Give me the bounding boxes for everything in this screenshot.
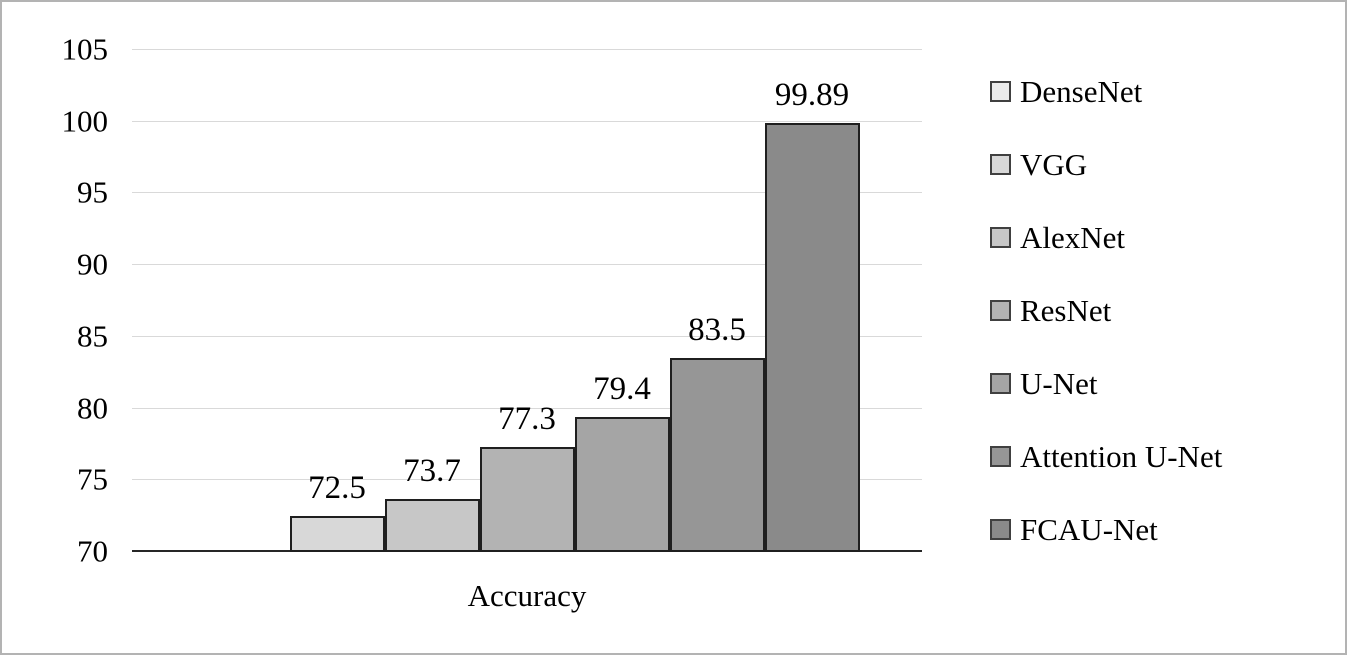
data-label-resnet: 77.3 — [498, 401, 556, 438]
legend-item-densenet: DenseNet — [990, 74, 1222, 109]
x-axis-label: Accuracy — [467, 578, 587, 613]
legend-label-densenet: DenseNet — [1020, 74, 1143, 109]
legend-swatch-alexnet — [990, 227, 1011, 248]
legend-item-vgg: VGG — [990, 147, 1222, 182]
bar-attention-u-net — [669, 358, 765, 552]
legend-item-alexnet: AlexNet — [990, 220, 1222, 255]
y-tick-label-90: 90 — [77, 246, 108, 282]
legend-swatch-densenet — [990, 81, 1011, 102]
data-label-attention-u-net: 83.5 — [688, 312, 746, 349]
y-tick-label-100: 100 — [61, 102, 109, 138]
legend-item-u-net: U-Net — [990, 366, 1222, 401]
data-label-alexnet: 73.7 — [403, 452, 461, 489]
y-tick-label-85: 85 — [77, 318, 108, 354]
gridline-105 — [132, 49, 922, 50]
data-label-fcau-net: 99.89 — [774, 77, 850, 113]
data-label-vgg: 72.5 — [308, 469, 366, 506]
legend: DenseNet VGG AlexNet ResNet U-Net Attention U… — [990, 74, 1222, 547]
legend-swatch-u-net — [990, 373, 1011, 394]
legend-swatch-vgg — [990, 154, 1011, 175]
y-tick-label-80: 80 — [77, 389, 108, 425]
legend-label-attention-u-net: Attention U-Net — [1020, 439, 1223, 474]
gridline-80 — [132, 407, 922, 409]
plot-area: 72.5 73.7 77.3 79.4 83.5 99.89 — [132, 49, 922, 552]
legend-swatch-fcau-net — [990, 519, 1011, 540]
legend-label-fcau-net: FCAU-Net — [1020, 512, 1158, 547]
bar-u-net — [574, 417, 670, 552]
y-axis: 70 75 80 85 90 95 100 105 — [22, 2, 109, 653]
y-tick-label-95: 95 — [77, 174, 108, 210]
legend-label-alexnet: AlexNet — [1020, 220, 1126, 255]
gridline-100 — [132, 120, 922, 122]
legend-item-resnet: ResNet — [990, 293, 1222, 328]
data-label-u-net: 79.4 — [593, 370, 651, 407]
bar-resnet — [479, 447, 575, 552]
gridline-95 — [132, 192, 922, 194]
legend-label-resnet: ResNet — [1020, 293, 1112, 328]
legend-swatch-resnet — [990, 300, 1011, 321]
gridline-85 — [132, 335, 922, 337]
gridline-90 — [132, 264, 922, 266]
y-tick-label-70: 70 — [77, 533, 108, 569]
bar-fcau-net — [764, 123, 860, 552]
legend-item-attention-u-net: Attention U-Net — [990, 439, 1222, 474]
legend-item-fcau-net: FCAU-Net — [990, 512, 1222, 547]
bar-vgg — [289, 516, 385, 552]
legend-label-vgg: VGG — [1020, 147, 1088, 182]
legend-label-u-net: U-Net — [1020, 366, 1098, 401]
y-tick-label-75: 75 — [77, 461, 108, 497]
bar-alexnet — [384, 498, 480, 552]
legend-swatch-attention-u-net — [990, 446, 1011, 467]
y-tick-label-105: 105 — [61, 31, 109, 67]
